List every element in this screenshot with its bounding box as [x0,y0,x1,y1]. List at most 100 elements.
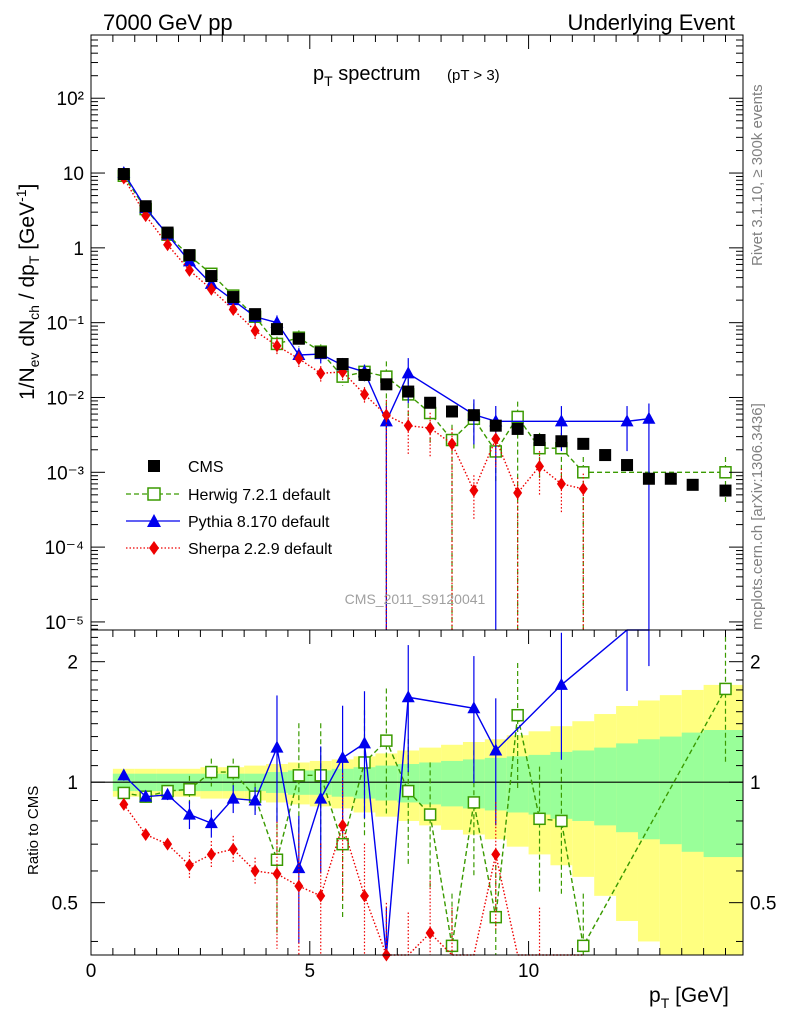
cms-data-point [314,346,327,359]
pythia-ratio-point [161,787,175,800]
herwig-ratio-point [380,734,393,747]
herwig-ratio-point [577,939,590,953]
cms-data-point [467,409,480,422]
x-tick-label: 5 [305,961,316,982]
cms-data-point [161,226,174,239]
pythia-ratio-point [336,750,350,763]
sherpa-main-point [381,408,391,422]
legend-marker-sherpa [149,541,159,555]
x-axis-label: pT [GeV] [649,984,729,1011]
pythia-ratio-point [401,690,415,703]
y-axis-label-ratio: Ratio to CMS [25,786,42,875]
herwig-ratio-point [467,796,481,809]
cms-data-point [555,435,568,448]
plot-title: pT spectrum [313,63,421,89]
sherpa-main-point [535,459,545,473]
plot-title-cut: (pT > 3) [447,67,500,84]
y-tick-label-ratio-left: 0.5 [52,894,78,915]
y-tick-label-main: 10⁻⁵ [45,613,84,634]
y-tick-label-main: 10⁻³ [47,463,85,484]
sherpa-ratio-point [338,818,348,832]
sherpa-ratio-point [184,858,194,872]
cms-data-point [183,249,196,262]
herwig-main-point [511,410,524,424]
sherpa-main-point [294,352,304,366]
y-tick-label-ratio-right: 0.5 [750,894,776,915]
y-axis-label-main: 1/Nev dNch / dpT [GeV-1] [13,184,42,400]
pythia-main-point [401,366,415,379]
cms-data-point [489,419,502,432]
sherpa-main-point [491,432,501,446]
legend-label-cms: CMS [188,459,224,476]
y-tick-label-ratio-right: 1 [750,773,761,794]
cms-data-point [270,323,283,336]
pythia-ratio-point [226,791,240,804]
sherpa-main-line [123,177,584,495]
sherpa-main-point [206,282,216,296]
cms-data-point [686,478,699,491]
cms-data-point [336,358,349,371]
sherpa-ratio-point [206,847,216,861]
sherpa-main-point [425,421,435,435]
legend-label-sherpa: Sherpa 2.2.9 default [188,541,333,558]
band-inner-bin [703,730,743,858]
pythia-ratio-point [182,807,196,820]
pythia-ratio-point [292,861,306,874]
sherpa-main-point [316,366,326,380]
pythia-main-point [554,414,568,427]
legend-item-herwig: Herwig 7.2.1 default [126,487,331,504]
band-inner-bin [375,765,398,801]
rivet-label: Rivet 3.1.10, ≥ 300k events [749,84,766,266]
legend-marker-cms [148,460,160,472]
cms-data-point [664,472,677,485]
herwig-ratio-point [555,814,568,828]
sherpa-main-point [469,484,479,498]
herwig-ratio-point [183,783,196,796]
sherpa-ratio-point [272,867,282,881]
sherpa-ratio-point [491,847,501,861]
band-inner-bin [441,760,463,807]
ratio-axes: 0 5 10 0.5 0.5 1 1 2 2 [52,630,776,982]
sherpa-ratio-point [316,889,326,903]
cms-data-point [577,437,590,450]
cms-data-point [533,434,546,447]
sherpa-main-point [447,437,457,451]
mcplots-label: mcplots.cern.ch [arXiv:1306.3436] [749,403,766,630]
cms-data-point [621,459,634,472]
sherpa-ratio-point [163,837,173,851]
sherpa-ratio-point [228,842,238,856]
cms-data-point [292,332,305,345]
sherpa-ratio-point [119,797,129,811]
pythia-main-point [642,411,656,424]
band-inner-bin [419,762,442,805]
pythia-ratio-point [204,816,218,829]
band-inner-bin [594,747,617,826]
herwig-ratio-point [489,910,503,924]
cms-data-point [402,385,415,398]
header-left: 7000 GeV pp [103,10,233,35]
herwig-ratio-point [226,765,240,779]
sherpa-ratio-line [123,803,584,956]
cms-data-point [227,291,240,304]
sherpa-main-point [272,339,282,353]
x-tick-label: 10 [518,961,539,982]
pythia-ratio-point [270,740,284,753]
herwig-main-line [123,175,726,473]
band-inner-bin [659,736,682,845]
sherpa-main-point [556,477,566,491]
herwig-ratio-point [270,853,284,867]
legend-item-cms: CMS [148,459,224,476]
sherpa-main-point [403,419,413,433]
cms-data-point [205,270,218,283]
legend-marker-herwig [147,487,161,501]
main-data-layer [117,166,732,630]
pythia-ratio-point [314,791,328,804]
cms-data-point [642,472,655,485]
herwig-ratio-point [117,786,131,800]
cms-data-point [446,405,459,418]
ratio-frame [90,629,744,956]
sherpa-main-point [250,324,260,338]
sherpa-main-point [578,482,588,496]
y-tick-label-main: 10⁻⁴ [45,538,84,559]
